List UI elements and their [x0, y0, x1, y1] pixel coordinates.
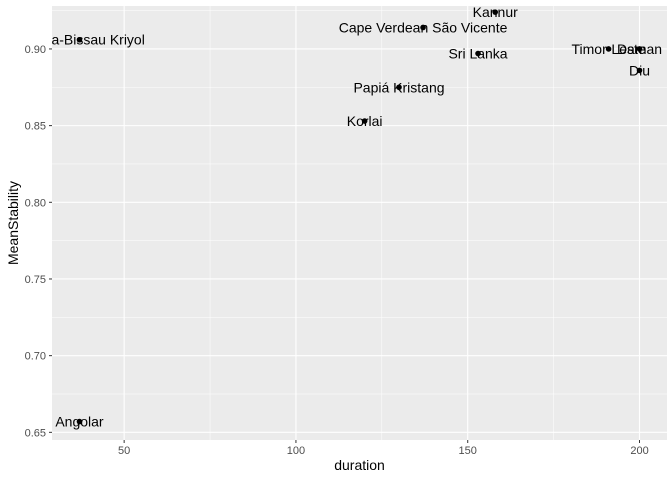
data-point — [475, 50, 481, 57]
x-axis-ticks: 50 100 150 200 — [118, 440, 649, 457]
grid-minor — [52, 6, 667, 440]
point-label: Kannur — [473, 4, 518, 20]
point-label: Angolar — [55, 414, 104, 430]
data-point — [636, 67, 643, 74]
point-label: Sri Lanka — [448, 46, 507, 62]
data-points — [76, 9, 643, 425]
point-label: Korlai — [347, 113, 383, 129]
point-label: Cape Verdean São Vicente — [339, 19, 508, 35]
point-label: Daman — [617, 41, 662, 57]
y-axis-ticks: 0.65 0.70 0.75 0.80 0.85 0.90 — [25, 44, 52, 439]
y-tick-label: 0.75 — [25, 274, 46, 286]
x-tick-label: 50 — [118, 445, 130, 457]
data-point — [76, 36, 83, 43]
x-tick-label: 200 — [630, 445, 648, 457]
data-point — [420, 24, 426, 31]
data-point — [636, 46, 643, 52]
x-tick-label: 100 — [287, 445, 305, 457]
y-tick-label: 0.80 — [25, 197, 46, 209]
point-label: Papiá Kristang — [353, 79, 444, 95]
data-point — [605, 46, 612, 52]
grid-major — [52, 6, 667, 440]
point-label: Timor-Leste — [572, 41, 646, 57]
plot-panel — [52, 6, 667, 440]
y-tick-label: 0.70 — [25, 351, 46, 363]
point-label: Diu — [629, 62, 650, 78]
data-point — [492, 9, 499, 15]
y-tick-label: 0.90 — [25, 44, 46, 56]
point-label: Guinea-Bissau Kriyol — [14, 32, 145, 48]
x-tick-label: 150 — [459, 445, 477, 457]
y-axis-title: MeanStability — [5, 181, 21, 265]
data-point — [76, 418, 83, 425]
x-axis-title: duration — [334, 457, 385, 473]
y-tick-label: 0.85 — [25, 121, 46, 133]
y-tick-label: 0.65 — [25, 427, 46, 439]
data-point — [361, 118, 368, 124]
data-point — [396, 84, 402, 91]
